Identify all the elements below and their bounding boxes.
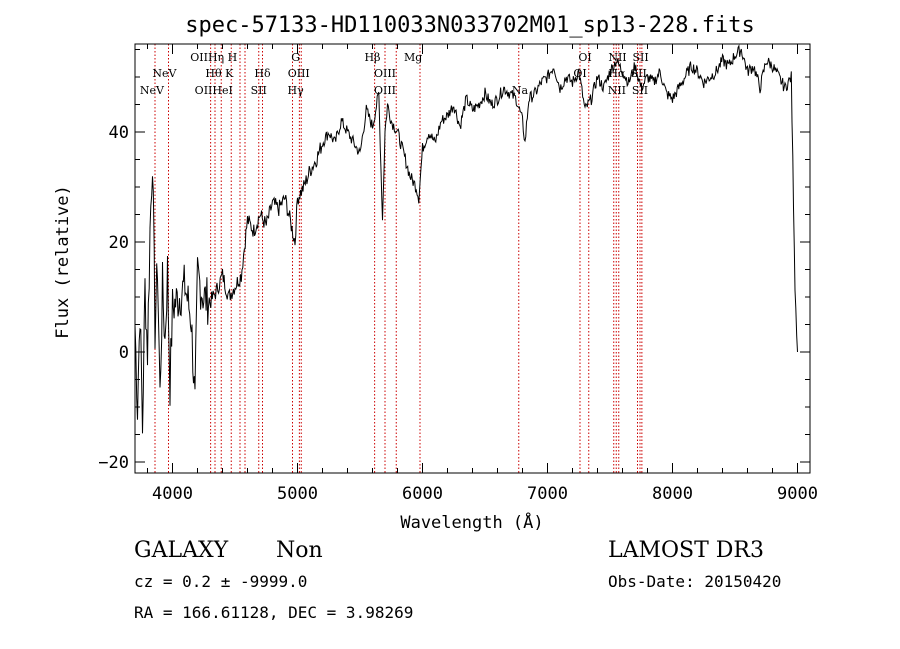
x-tick-label: 6000 xyxy=(402,484,443,504)
line-marker-label: OIII xyxy=(374,84,396,97)
object-class: GALAXY xyxy=(134,538,229,563)
line-marker-label: Hδ xyxy=(254,67,271,80)
object-subclass: Non xyxy=(276,538,323,563)
line-marker-label: Hθ K xyxy=(205,67,234,80)
line-marker-label: OIIHeI xyxy=(195,84,233,97)
line-marker-label: OI xyxy=(573,67,586,80)
chart-title: spec-57133-HD110033N033702M01_sp13-228.f… xyxy=(185,13,755,38)
line-marker-label: OIII xyxy=(374,67,396,80)
line-marker-label: SII xyxy=(251,84,267,97)
survey-name: LAMOST DR3 xyxy=(608,538,764,563)
y-tick-label: 0 xyxy=(119,343,129,363)
line-marker-label: OIIHη H xyxy=(190,51,237,64)
y-axis-label: Flux (relative) xyxy=(53,185,73,339)
line-marker-label: NeV xyxy=(152,67,177,80)
line-markers xyxy=(154,44,643,473)
y-tick-label: 40 xyxy=(109,123,129,143)
line-marker-label: OIII xyxy=(288,67,310,80)
line-marker-label: NeV xyxy=(140,84,165,97)
line-marker-label: Hγ xyxy=(288,84,305,97)
x-tick-label: 9000 xyxy=(777,484,818,504)
line-marker-label: SII xyxy=(632,84,648,97)
line-marker-labels: NeV OIIHeI SII Hγ OIII Na NII SII NeV Hθ K Hδ OIII O… xyxy=(140,51,649,97)
x-tick-label: 4000 xyxy=(152,484,193,504)
line-marker-label: Hβ xyxy=(365,51,381,64)
coordinates: RA = 166.61128, DEC = 3.98269 xyxy=(134,603,414,622)
y-tick-label: −20 xyxy=(98,453,129,473)
spectrum-line xyxy=(134,44,798,434)
line-marker-label: SII xyxy=(633,51,649,64)
observation-date: Obs-Date: 20150420 xyxy=(608,572,782,591)
line-marker-label: NII xyxy=(608,84,626,97)
spectrum-series xyxy=(134,44,798,434)
x-tick-label: 8000 xyxy=(652,484,693,504)
line-marker-label: OI xyxy=(578,51,591,64)
x-tick-label: 5000 xyxy=(277,484,318,504)
y-tick-label: 20 xyxy=(109,233,129,253)
cz-value: cz = 0.2 ± -9999.0 xyxy=(134,572,308,591)
line-marker-label: Mg xyxy=(404,51,422,64)
y-axis-ticks: −20 0 20 40 xyxy=(98,49,810,473)
x-axis-ticks: 4000 5000 6000 7000 8000 9000 xyxy=(147,44,818,504)
line-marker-label: NII xyxy=(608,51,626,64)
line-marker-label: Na xyxy=(512,84,529,97)
x-tick-label: 7000 xyxy=(527,484,568,504)
line-marker-label: G xyxy=(291,51,300,64)
x-axis-label: Wavelength (Å) xyxy=(400,511,543,533)
